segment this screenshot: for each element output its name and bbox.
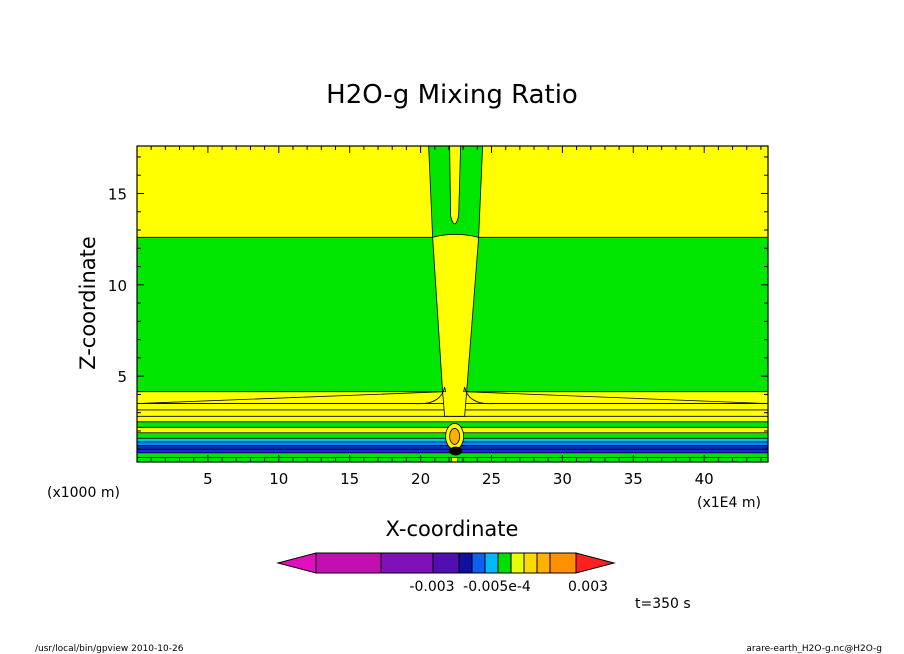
chart-title: H2O-g Mixing Ratio: [326, 80, 578, 110]
footer-right: arare-earth_H2O-g.nc@H2O-g: [746, 644, 882, 654]
y-unit-note: (x1000 m): [47, 485, 120, 501]
plume-left-junction: [136, 387, 447, 405]
colorbar-left-arrow: [276, 552, 317, 574]
x-tick-label-7: 40: [695, 470, 714, 488]
y-tick-label-2: 15: [108, 185, 127, 203]
y-tick-label-0: 5: [117, 368, 127, 386]
y-tick-label-1: 10: [108, 277, 127, 295]
colorbar-right-arrow: [575, 552, 616, 574]
x-tick-label-1: 10: [269, 470, 288, 488]
x-tick-label-2: 15: [340, 470, 359, 488]
plot-frame: [136, 145, 769, 463]
x-tick-label-3: 20: [411, 470, 430, 488]
colorbar-label-0: -0.003: [409, 579, 454, 595]
plume-right-junction: [463, 387, 769, 405]
colorbar-segment-6: [497, 552, 512, 574]
plume-upper-core: [449, 145, 462, 225]
plume-core-dark: [449, 446, 463, 456]
colorbar-segment-9: [536, 552, 551, 574]
colorbar-segment-8: [523, 552, 538, 574]
x-unit-note: (x1E4 m): [697, 495, 761, 511]
footer-left: /usr/local/bin/gpview 2010-10-26: [35, 644, 184, 654]
contour-layer-1: [137, 452, 768, 458]
colorbar-segment-1: [380, 552, 434, 574]
x-tick-label-5: 30: [553, 470, 572, 488]
colorbar-label-2: 0.003: [568, 579, 608, 595]
plot-area: 5 10 15 20 25 30 35 40 5 10 15: [108, 145, 769, 488]
time-annotation: t=350 s: [635, 596, 691, 612]
y-axis-label: Z-coordinate: [76, 236, 100, 370]
colorbar-segment-0: [315, 552, 382, 574]
plot-border: [136, 145, 769, 463]
colorbar-segment-5: [484, 552, 499, 574]
colorbar-labels: -0.003 -0.005e-4 0.003: [409, 579, 608, 595]
colorbar-segment-10: [549, 552, 577, 574]
plume-base: [451, 457, 458, 463]
y-axis-ticks: 5 10 15: [108, 156, 768, 450]
colorbar-segment-2: [432, 552, 460, 574]
contour-layer-9: [137, 416, 768, 422]
x-tick-label-4: 25: [482, 470, 501, 488]
x-tick-label-0: 5: [203, 470, 213, 488]
colorbar-segment-3: [458, 552, 473, 574]
x-tick-label-6: 35: [624, 470, 643, 488]
plume-column: [432, 233, 480, 417]
colorbar-segment-4: [471, 552, 486, 574]
x-axis-label: X-coordinate: [386, 517, 519, 541]
colorbar-label-1: -0.005e-4: [463, 579, 531, 595]
colorbar-segment-7: [510, 552, 525, 574]
plume-core-inner: [449, 428, 461, 445]
plume-features: [136, 145, 769, 463]
colorbar: [276, 552, 616, 574]
x-axis-ticks: 5 10 15 20 25 30 35 40: [150, 146, 762, 488]
